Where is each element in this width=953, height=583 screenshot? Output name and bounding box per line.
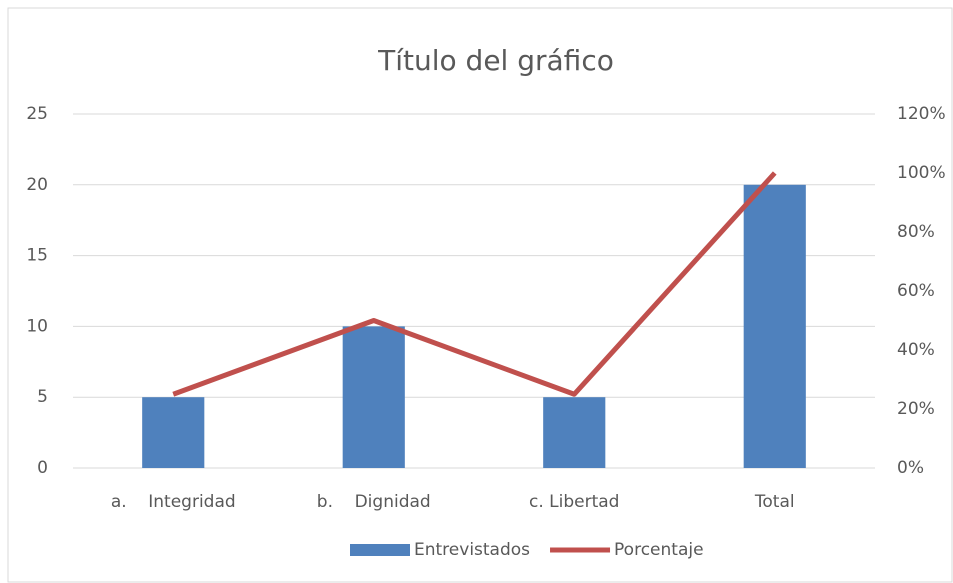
bar xyxy=(543,397,606,468)
y2-tick-label: 60% xyxy=(897,281,935,301)
y-tick-label: 15 xyxy=(26,246,48,266)
y-tick-label: 5 xyxy=(37,387,48,407)
y-tick-label: 10 xyxy=(26,316,48,336)
chart-title: Título del gráfico xyxy=(377,44,614,77)
y2-tick-label: 0% xyxy=(897,458,924,478)
x-tick-label: b. Dignidad xyxy=(317,492,431,512)
x-tick-label: a. Integridad xyxy=(111,492,236,512)
y2-tick-label: 100% xyxy=(897,163,946,183)
legend-swatch xyxy=(350,544,410,556)
y-tick-label: 25 xyxy=(26,104,48,124)
line xyxy=(172,171,777,397)
x-tick-label: c. Libertad xyxy=(529,492,619,512)
y2-tick-label: 20% xyxy=(897,399,935,419)
legend-label: Entrevistados xyxy=(414,540,530,560)
y-tick-label: 20 xyxy=(26,175,48,195)
legend-label: Porcentaje xyxy=(614,540,704,560)
y2-tick-label: 120% xyxy=(897,104,946,124)
x-tick-label: Total xyxy=(754,492,795,512)
y2-tick-label: 40% xyxy=(897,340,935,360)
y-tick-label: 0 xyxy=(37,458,48,478)
y2-tick-label: 80% xyxy=(897,222,935,242)
bar xyxy=(142,397,205,468)
bar xyxy=(743,184,806,469)
bar xyxy=(342,326,405,468)
